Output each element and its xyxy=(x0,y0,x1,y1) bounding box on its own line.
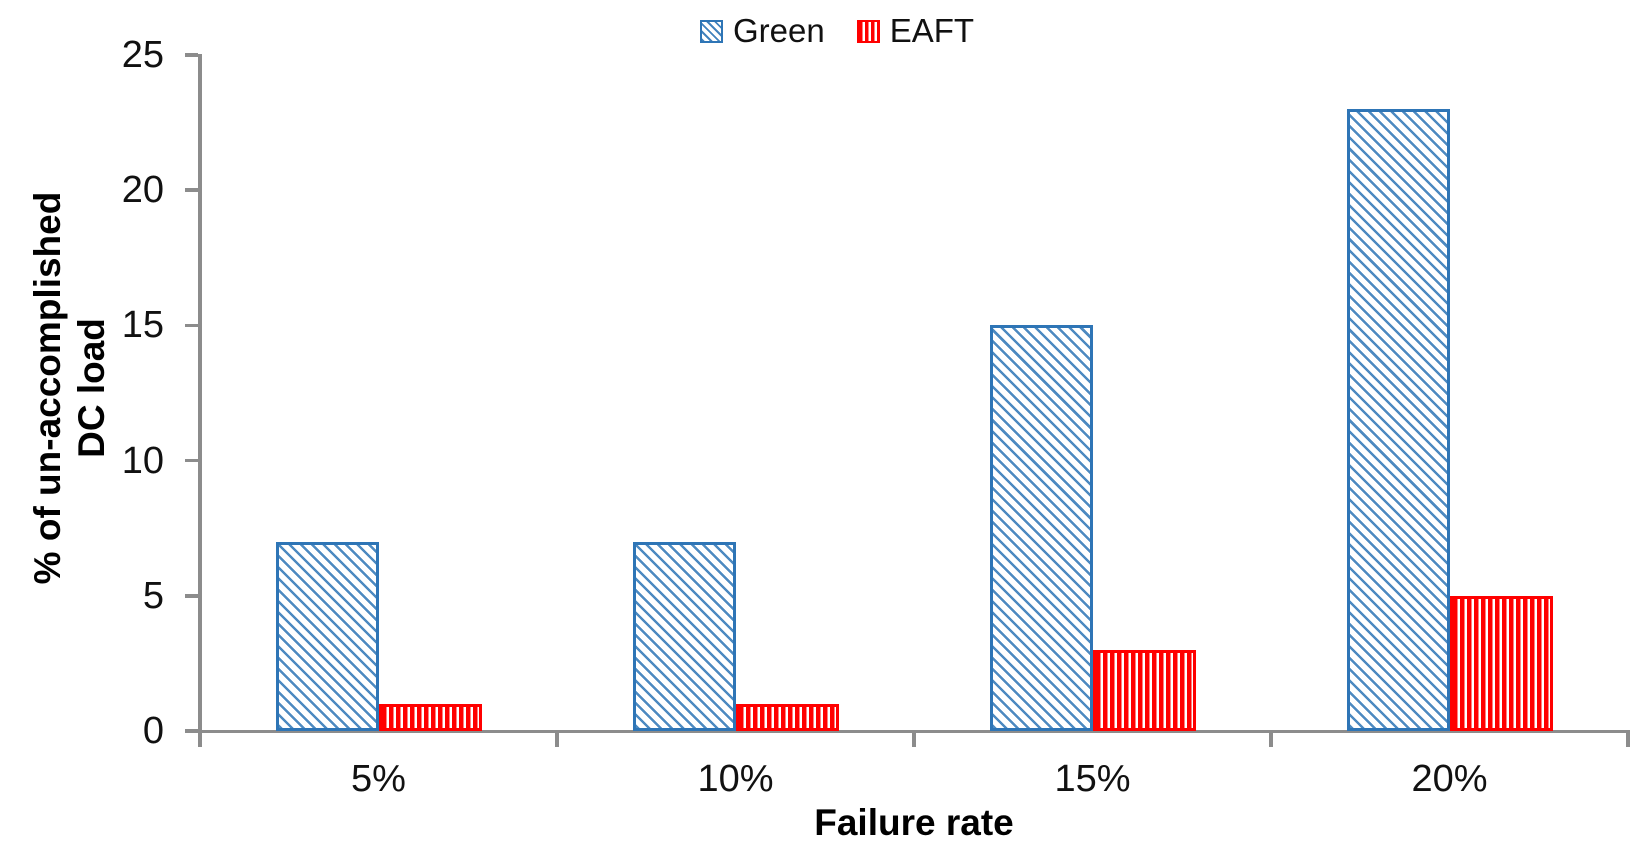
bar-group xyxy=(1271,55,1628,731)
bar-green-10% xyxy=(632,541,736,731)
x-tick xyxy=(198,731,202,747)
y-tick-label: 0 xyxy=(142,710,164,752)
y-tick-label: 15 xyxy=(121,304,164,347)
x-tick xyxy=(912,731,916,747)
legend-label: Green xyxy=(733,12,825,49)
x-tick xyxy=(1269,731,1273,747)
x-tick xyxy=(1626,731,1630,747)
y-tick-label: 20 xyxy=(121,169,164,212)
y-tick xyxy=(185,594,198,598)
bar-eaft-15% xyxy=(1092,649,1196,731)
x-category-label: 10% xyxy=(697,758,774,800)
legend-item-eaft: EAFT xyxy=(856,12,975,50)
bar-green-5% xyxy=(275,541,379,731)
bar-eaft-10% xyxy=(735,703,839,731)
y-tick-label: 5 xyxy=(142,574,164,617)
bar-green-15% xyxy=(989,325,1093,731)
y-axis-line xyxy=(198,54,202,747)
plot-area: 0 5 10 15 20 25 5% 10% 15% 20% xyxy=(122,34,1630,800)
legend-swatch-eaft xyxy=(856,19,880,43)
bar-green-20% xyxy=(1346,109,1450,731)
y-axis-title: % of un-accomplished DC load xyxy=(26,192,114,585)
y-tick xyxy=(185,729,198,733)
y-tick-label: 10 xyxy=(121,439,164,482)
x-axis-title: Failure rate xyxy=(814,802,1014,843)
x-category-label: 20% xyxy=(1411,758,1488,800)
legend-label: EAFT xyxy=(889,12,975,49)
bar-group xyxy=(557,55,914,731)
y-tick xyxy=(185,458,198,463)
x-tick xyxy=(555,731,559,747)
y-axis-title-line: DC load xyxy=(71,318,112,458)
y-tick-label: 25 xyxy=(121,34,164,76)
bar-eaft-20% xyxy=(1449,595,1553,731)
y-tick xyxy=(185,188,198,192)
bar-group xyxy=(914,55,1271,731)
y-tick xyxy=(185,323,198,328)
bar-eaft-5% xyxy=(378,703,482,731)
x-category-label: 15% xyxy=(1054,758,1131,800)
legend-swatch-green xyxy=(700,19,723,43)
y-tick xyxy=(185,53,198,57)
x-category-label: 5% xyxy=(351,758,406,800)
bar-groups xyxy=(200,55,1628,731)
bar-group xyxy=(200,55,557,731)
y-axis-title-line: % of un-accomplished xyxy=(27,191,68,585)
legend-item-green: Green xyxy=(700,12,825,50)
legend: Green EAFT xyxy=(700,12,974,50)
